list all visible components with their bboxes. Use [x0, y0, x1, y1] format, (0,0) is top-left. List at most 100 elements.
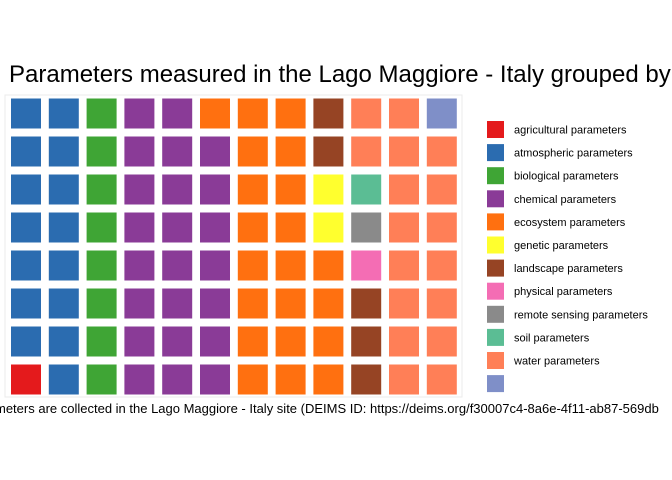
legend-key — [487, 236, 504, 254]
legend-key — [487, 305, 504, 323]
waffle-cell — [275, 288, 306, 319]
plot-panel — [4, 94, 463, 398]
waffle-cell — [124, 212, 155, 243]
waffle-cell — [48, 212, 79, 243]
legend-label: physical parameters — [514, 286, 613, 298]
waffle-cell — [313, 212, 344, 243]
waffle-cell — [48, 250, 79, 281]
waffle-cell — [351, 288, 382, 319]
waffle-cell — [86, 288, 117, 319]
waffle-cell — [275, 212, 306, 243]
waffle-cell — [275, 364, 306, 395]
waffle-cell — [389, 364, 419, 395]
waffle-cell — [86, 326, 117, 357]
waffle-cell — [11, 174, 41, 205]
legend-label: agricultural parameters — [514, 125, 627, 137]
legend-key — [487, 352, 504, 369]
waffle-cell — [11, 136, 41, 167]
waffle-cell — [275, 250, 306, 281]
waffle-cell — [389, 136, 419, 167]
waffle-cell — [124, 364, 155, 395]
waffle-cell — [48, 136, 79, 167]
waffle-cell — [237, 212, 268, 243]
waffle-cell — [48, 174, 79, 205]
legend-label: chemical parameters — [514, 194, 617, 206]
waffle-cell — [200, 326, 230, 357]
waffle-cell — [426, 98, 457, 129]
chart-title: Parameters measured in the Lago Maggiore… — [9, 61, 671, 88]
legend-label: remote sensing parameters — [514, 309, 648, 321]
legend-label: genetic parameters — [514, 240, 609, 252]
waffle-cell — [48, 288, 79, 319]
waffle-cell — [313, 364, 344, 395]
waffle-cell — [200, 288, 230, 319]
legend-key — [487, 121, 504, 138]
waffle-cell — [162, 212, 193, 243]
waffle-cell — [11, 250, 41, 281]
waffle-cell — [162, 326, 193, 357]
legend-key — [487, 190, 504, 208]
waffle-cell — [351, 98, 382, 129]
waffle-cell — [162, 174, 193, 205]
waffle-cell — [237, 250, 268, 281]
waffle-cell — [200, 250, 230, 281]
waffle-cell — [426, 174, 457, 205]
waffle-cell — [389, 250, 419, 281]
waffle-cell — [200, 136, 230, 167]
waffle-cell — [237, 136, 268, 167]
legend-label: ecosystem parameters — [514, 217, 626, 229]
waffle-cell — [313, 288, 344, 319]
legend-key — [487, 213, 504, 231]
waffle-cell — [124, 250, 155, 281]
waffle-cell — [162, 288, 193, 319]
waffle-cell — [389, 326, 419, 357]
waffle-cell — [426, 326, 457, 357]
waffle-cell — [86, 98, 117, 129]
legend-key — [487, 144, 504, 162]
legend-key — [487, 375, 504, 393]
waffle-cell — [426, 250, 457, 281]
waffle-cell — [124, 174, 155, 205]
waffle-cell — [389, 174, 419, 205]
waffle-cell — [162, 98, 193, 129]
waffle-cell — [162, 136, 193, 167]
waffle-cell — [200, 364, 230, 395]
waffle-cell — [313, 326, 344, 357]
waffle-cell — [237, 174, 268, 205]
waffle-cell — [389, 98, 419, 129]
waffle-cell — [426, 136, 457, 167]
legend-label: atmospheric parameters — [514, 148, 633, 160]
waffle-cell — [200, 98, 230, 129]
waffle-cell — [86, 364, 117, 395]
waffle-cell — [275, 326, 306, 357]
waffle-cell — [426, 212, 457, 243]
waffle-cell — [426, 364, 457, 395]
legend-label: biological parameters — [514, 171, 619, 183]
waffle-cell — [124, 98, 155, 129]
waffle-cell — [313, 174, 344, 205]
waffle-cell — [275, 136, 306, 167]
waffle-cell — [48, 98, 79, 129]
waffle-cell — [124, 288, 155, 319]
waffle-cell — [86, 136, 117, 167]
waffle-cell — [389, 212, 419, 243]
legend-label: soil parameters — [514, 332, 590, 344]
waffle-cell — [86, 250, 117, 281]
waffle-cell — [351, 250, 382, 281]
legend-label: water parameters — [513, 356, 600, 368]
waffle-cells — [11, 98, 457, 395]
waffle-cell — [313, 250, 344, 281]
waffle-cell — [86, 174, 117, 205]
waffle-cell — [389, 288, 419, 319]
legend-key — [487, 259, 504, 277]
waffle-cell — [237, 98, 268, 129]
waffle-cell — [162, 250, 193, 281]
waffle-cell — [313, 136, 344, 167]
waffle-cell — [237, 288, 268, 319]
waffle-cell — [86, 212, 117, 243]
waffle-cell — [313, 98, 344, 129]
waffle-cell — [351, 326, 382, 357]
waffle-cell — [11, 212, 41, 243]
waffle-cell — [426, 288, 457, 319]
legend-label: landscape parameters — [514, 263, 623, 275]
